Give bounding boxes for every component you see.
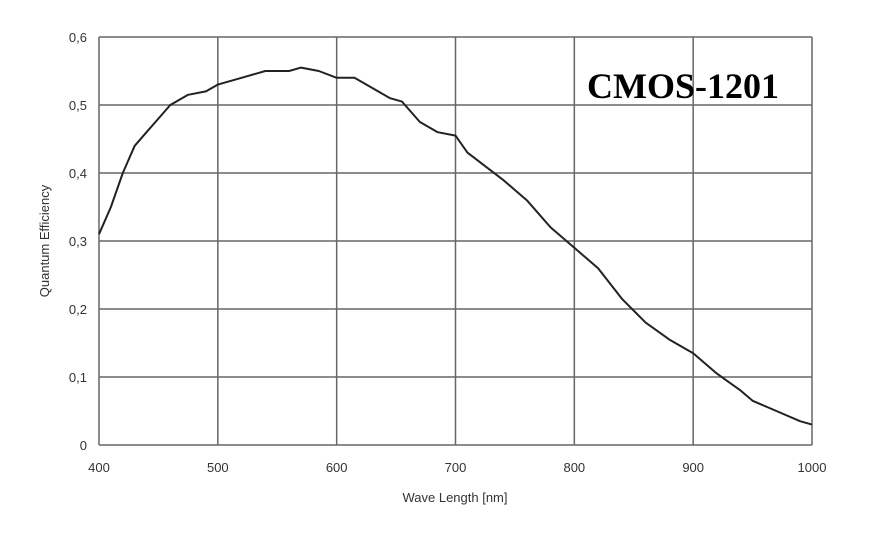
y-tick-label: 0,4 [69, 166, 87, 181]
sensor-name-annotation: CMOS-1201 [587, 66, 779, 106]
x-tick-label: 700 [445, 460, 467, 475]
y-tick-label: 0,1 [69, 370, 87, 385]
x-tick-label: 500 [207, 460, 229, 475]
qe-curve-line [98, 66, 813, 426]
x-axis-label: Wave Length [nm] [402, 490, 507, 505]
x-tick-label: 400 [88, 460, 110, 475]
y-axis-label: Quantum Efficiency [37, 184, 52, 297]
x-tick-label: 1000 [798, 460, 827, 475]
y-tick-label: 0,3 [69, 234, 87, 249]
y-tick-label: 0,2 [69, 302, 87, 317]
x-tick-labels: 400 500 600 700 800 900 1000 [88, 460, 826, 475]
y-tick-label: 0 [80, 438, 87, 453]
x-tick-label: 900 [682, 460, 704, 475]
y-tick-labels: 0 0,1 0,2 0,3 0,4 0,5 0,6 [69, 30, 87, 453]
x-tick-label: 600 [326, 460, 348, 475]
grid [98, 36, 813, 446]
y-tick-label: 0,5 [69, 98, 87, 113]
x-tick-label: 800 [563, 460, 585, 475]
y-tick-label: 0,6 [69, 30, 87, 45]
